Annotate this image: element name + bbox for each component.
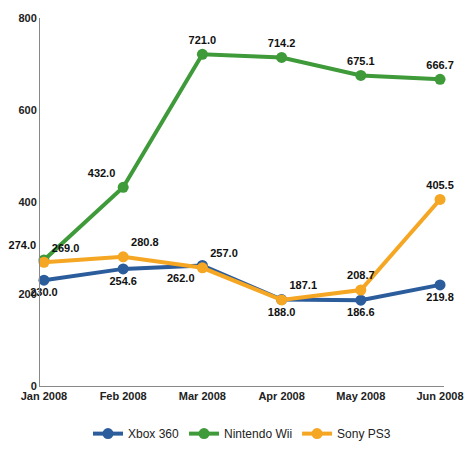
svg-text:Jun 2008: Jun 2008 [416,390,463,402]
svg-text:432.0: 432.0 [88,167,116,179]
svg-text:Sony PS3: Sony PS3 [337,427,391,441]
svg-text:Jan 2008: Jan 2008 [21,390,67,402]
svg-text:Mar 2008: Mar 2008 [179,390,226,402]
svg-text:274.0: 274.0 [9,239,37,251]
svg-text:269.0: 269.0 [52,242,80,254]
svg-text:254.6: 254.6 [109,275,137,287]
svg-text:Feb 2008: Feb 2008 [100,390,147,402]
svg-text:Apr 2008: Apr 2008 [258,390,304,402]
svg-text:400: 400 [18,196,36,208]
svg-text:675.1: 675.1 [347,55,375,67]
svg-text:666.7: 666.7 [426,59,454,71]
svg-text:0: 0 [31,380,37,392]
svg-text:188.0: 188.0 [268,306,296,318]
svg-text:800: 800 [18,12,36,24]
svg-text:721.0: 721.0 [189,34,217,46]
svg-text:208.7: 208.7 [347,269,375,281]
svg-text:200: 200 [18,288,36,300]
svg-text:280.8: 280.8 [131,236,159,248]
svg-text:405.5: 405.5 [426,179,454,191]
svg-text:Xbox 360: Xbox 360 [128,427,179,441]
svg-text:Nintendo Wii: Nintendo Wii [224,427,292,441]
svg-text:186.6: 186.6 [347,306,375,318]
svg-text:219.8: 219.8 [426,291,454,303]
svg-text:May 2008: May 2008 [336,390,385,402]
svg-text:187.1: 187.1 [289,279,317,291]
svg-text:262.0: 262.0 [167,272,195,284]
svg-text:714.2: 714.2 [268,37,296,49]
svg-text:257.0: 257.0 [210,247,238,259]
svg-text:230.0: 230.0 [30,286,58,298]
svg-text:600: 600 [18,104,36,116]
